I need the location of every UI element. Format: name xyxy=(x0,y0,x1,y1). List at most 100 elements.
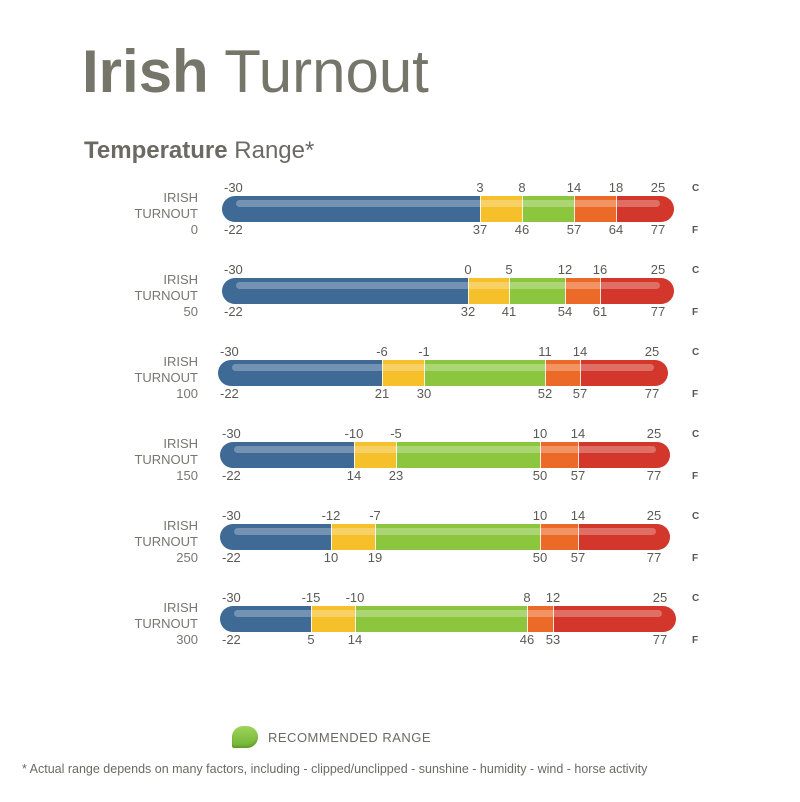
fahrenheit-tick-label: -22 xyxy=(224,222,243,237)
celsius-tick-label: -30 xyxy=(222,590,241,605)
fahrenheit-tick-label: 46 xyxy=(514,222,530,237)
celsius-tick-label: -15 xyxy=(301,590,321,605)
fahrenheit-tick-label: 57 xyxy=(572,386,588,401)
row-label-line: IRISH xyxy=(163,354,198,369)
range-bar xyxy=(220,442,670,468)
row-label-line: TURNOUT xyxy=(134,452,198,467)
bar-segment-warm xyxy=(527,606,553,632)
fahrenheit-tick-label: 52 xyxy=(537,386,553,401)
fahrenheit-tick-label: 5 xyxy=(307,632,315,647)
subtitle-bold: Temperature xyxy=(84,137,228,164)
bar-highlight xyxy=(234,610,662,617)
fahrenheit-unit-label: F xyxy=(692,389,699,400)
celsius-tick-label: 25 xyxy=(652,590,668,605)
fahrenheit-tick-label: 57 xyxy=(570,468,586,483)
fahrenheit-tick-label: 77 xyxy=(644,386,660,401)
celsius-tick-label: -12 xyxy=(321,508,341,523)
row-label: IRISH TURNOUT 100 xyxy=(68,354,198,402)
bar-highlight xyxy=(232,364,654,371)
bar-segment-warm xyxy=(545,360,580,386)
bar-segment-recommended xyxy=(509,278,565,304)
celsius-tick-label: -30 xyxy=(224,180,243,195)
celsius-tick-label: 25 xyxy=(644,344,660,359)
row-label-line: IRISH xyxy=(163,272,198,287)
fahrenheit-tick-label: 41 xyxy=(501,304,517,319)
celsius-tick-label: -7 xyxy=(369,508,381,523)
celsius-tick-label: -30 xyxy=(222,426,241,441)
bar-segment-cool xyxy=(311,606,355,632)
fahrenheit-tick-label: 77 xyxy=(650,222,666,237)
bar-segment-cool xyxy=(354,442,396,468)
celsius-tick-label: 12 xyxy=(545,590,561,605)
celsius-unit-label: C xyxy=(692,347,700,358)
celsius-tick-label: 3 xyxy=(476,180,484,195)
bar-highlight xyxy=(236,200,660,207)
fahrenheit-tick-label: 53 xyxy=(545,632,561,647)
row-label-line: TURNOUT xyxy=(134,370,198,385)
celsius-tick-label: -10 xyxy=(345,590,365,605)
fahrenheit-unit-label: F xyxy=(692,553,699,564)
bar-segment-warm xyxy=(540,524,578,550)
fahrenheit-tick-label: 30 xyxy=(416,386,432,401)
celsius-tick-label: -30 xyxy=(224,262,243,277)
footnote: * Actual range depends on many factors, … xyxy=(22,762,648,776)
fahrenheit-tick-label: 77 xyxy=(646,468,662,483)
fahrenheit-tick-label: 54 xyxy=(557,304,573,319)
fahrenheit-tick-label: 77 xyxy=(652,632,668,647)
fahrenheit-tick-label: 10 xyxy=(323,550,339,565)
row-label-line: IRISH xyxy=(163,436,198,451)
bar-segment-recommended xyxy=(375,524,540,550)
page-title: Irish Turnout xyxy=(82,42,429,102)
fahrenheit-tick-label: 61 xyxy=(592,304,608,319)
fahrenheit-tick-label: -22 xyxy=(220,386,239,401)
fahrenheit-tick-label: 50 xyxy=(532,468,548,483)
legend-swatch-recommended xyxy=(232,726,258,748)
celsius-unit-label: C xyxy=(692,429,700,440)
fahrenheit-tick-label: 19 xyxy=(367,550,383,565)
celsius-tick-label: 11 xyxy=(538,344,552,359)
fahrenheit-tick-label: 32 xyxy=(460,304,476,319)
row-label-line: IRISH xyxy=(163,600,198,615)
row-label: IRISH TURNOUT 300 xyxy=(68,600,198,648)
title-bold: Irish xyxy=(82,38,209,105)
celsius-tick-label: 14 xyxy=(572,344,588,359)
bar-segment-hot xyxy=(580,360,668,386)
bar-segment-hot xyxy=(578,442,670,468)
row-label-line: IRISH xyxy=(163,190,198,205)
bar-segment-hot xyxy=(578,524,670,550)
celsius-tick-label: -30 xyxy=(220,344,239,359)
bar-highlight xyxy=(234,446,656,453)
subtitle-rest: Range* xyxy=(227,137,315,164)
bar-segment-cool xyxy=(382,360,424,386)
celsius-tick-label: 25 xyxy=(650,180,666,195)
row-label-line: 150 xyxy=(176,468,198,483)
fahrenheit-tick-label: -22 xyxy=(222,550,241,565)
fahrenheit-tick-label: 77 xyxy=(646,550,662,565)
bar-segment-cold xyxy=(220,606,311,632)
row-label-line: TURNOUT xyxy=(134,616,198,631)
celsius-tick-label: 10 xyxy=(532,508,548,523)
fahrenheit-tick-label: 14 xyxy=(347,632,363,647)
bar-segment-cold xyxy=(222,278,468,304)
celsius-tick-label: 25 xyxy=(650,262,666,277)
bar-segment-cold xyxy=(220,442,354,468)
fahrenheit-unit-label: F xyxy=(692,471,699,482)
bar-segment-hot xyxy=(553,606,676,632)
chart-subtitle: Temperature Range* xyxy=(84,137,314,165)
fahrenheit-unit-label: F xyxy=(692,307,699,318)
legend: RECOMMENDED RANGE xyxy=(232,726,431,748)
row-label-line: 50 xyxy=(183,304,198,319)
row-label: IRISH TURNOUT 250 xyxy=(68,518,198,566)
row-label-line: 300 xyxy=(176,632,198,647)
fahrenheit-tick-label: 14 xyxy=(346,468,362,483)
range-bar xyxy=(220,606,676,632)
celsius-tick-label: 14 xyxy=(570,426,586,441)
fahrenheit-tick-label: 23 xyxy=(388,468,404,483)
bar-segment-cool xyxy=(480,196,522,222)
bar-segment-cool xyxy=(468,278,509,304)
bar-segment-cold xyxy=(220,524,331,550)
bar-segment-warm xyxy=(565,278,600,304)
row-label-line: TURNOUT xyxy=(134,288,198,303)
bar-segment-hot xyxy=(616,196,674,222)
range-bar xyxy=(222,278,674,304)
